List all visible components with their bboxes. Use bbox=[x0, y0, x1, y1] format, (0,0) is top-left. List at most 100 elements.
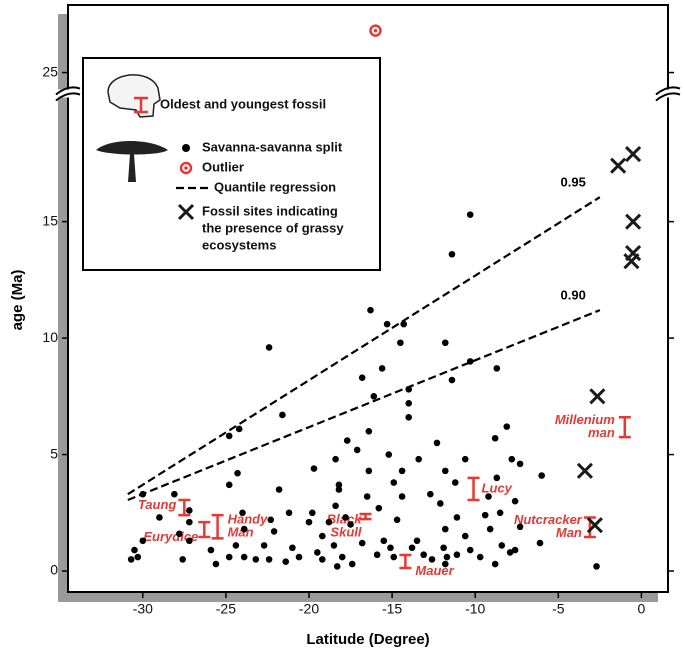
savanna-split-point bbox=[443, 553, 451, 561]
savanna-split-point bbox=[593, 563, 600, 570]
savanna-split-point bbox=[461, 455, 469, 463]
savanna-split-point bbox=[453, 514, 461, 521]
savanna-split-point bbox=[397, 339, 404, 347]
savanna-split-point bbox=[380, 537, 388, 545]
savanna-split-point bbox=[405, 413, 413, 421]
tree-crown bbox=[96, 141, 168, 155]
savanna-split-point bbox=[491, 560, 499, 568]
quantile-label: 0.90 bbox=[561, 288, 586, 303]
savanna-split-point bbox=[127, 556, 135, 563]
savanna-split-point bbox=[232, 542, 240, 549]
savanna-split-point bbox=[358, 539, 366, 547]
savanna-split-point bbox=[536, 539, 544, 547]
savanna-split-point bbox=[400, 320, 408, 328]
fossil-label: Taung bbox=[138, 497, 177, 512]
fossil-label: Lucy bbox=[482, 480, 513, 495]
x-tick-label: -20 bbox=[299, 601, 319, 617]
axis-break-mark bbox=[655, 86, 681, 96]
quantile-label: 0.95 bbox=[561, 175, 586, 190]
savanna-split-point bbox=[225, 432, 233, 440]
x-tick-label: -30 bbox=[133, 601, 153, 617]
savanna-split-point bbox=[393, 516, 401, 524]
savanna-split-point bbox=[511, 497, 519, 505]
savanna-split-point bbox=[511, 546, 519, 554]
savanna-split-point bbox=[260, 542, 268, 549]
savanna-split-point bbox=[338, 553, 346, 561]
fossil-label: Man bbox=[228, 525, 254, 540]
legend-label: Quantile regression bbox=[214, 179, 336, 194]
savanna-split-point bbox=[420, 551, 427, 559]
savanna-split-point bbox=[348, 560, 356, 568]
savanna-split-point bbox=[343, 437, 351, 444]
fossil-site-marker bbox=[625, 213, 642, 230]
savanna-split-point bbox=[186, 537, 193, 545]
fossil-label: Man bbox=[556, 525, 582, 540]
savanna-split-point bbox=[325, 518, 333, 526]
savanna-split-point bbox=[370, 393, 378, 400]
legend: Oldest and youngest fossil Savanna-savann… bbox=[82, 57, 381, 271]
savanna-split-point bbox=[367, 306, 374, 314]
savanna-split-point bbox=[461, 532, 469, 540]
savanna-split-point bbox=[508, 455, 516, 463]
savanna-split-point bbox=[538, 472, 545, 479]
savanna-split-point bbox=[476, 553, 484, 561]
legend-dot bbox=[182, 144, 190, 152]
savanna-split-point bbox=[176, 530, 183, 538]
savanna-split-point bbox=[498, 542, 506, 549]
savanna-split-point bbox=[453, 551, 461, 559]
fossil-label: Nutcracker bbox=[514, 512, 583, 527]
savanna-split-point bbox=[491, 434, 499, 442]
x-tick-label: -25 bbox=[216, 601, 236, 617]
savanna-split-point bbox=[265, 344, 273, 351]
savanna-split-point bbox=[225, 481, 233, 489]
savanna-split-point bbox=[496, 509, 504, 517]
savanna-split-point bbox=[390, 479, 398, 486]
savanna-split-point bbox=[398, 467, 406, 475]
savanna-split-point bbox=[451, 479, 459, 486]
savanna-split-point bbox=[156, 514, 163, 521]
savanna-split-point bbox=[415, 455, 422, 463]
legend-label: Oldest and youngest fossil bbox=[160, 96, 326, 111]
savanna-split-point bbox=[506, 549, 514, 556]
savanna-split-point bbox=[267, 516, 275, 524]
savanna-split-point bbox=[373, 551, 381, 559]
fossil-label: Eurydice bbox=[143, 529, 198, 544]
fossil-range bbox=[178, 498, 191, 517]
fossil-range bbox=[198, 520, 211, 539]
fossil-label: Skull bbox=[330, 524, 361, 539]
savanna-split-point bbox=[310, 465, 318, 472]
savanna-split-point bbox=[516, 523, 524, 531]
savanna-split-point bbox=[503, 423, 511, 430]
savanna-split-point bbox=[139, 537, 147, 545]
savanna-split-point bbox=[295, 553, 303, 561]
x-axis-label: Latitude (Degree) bbox=[306, 631, 429, 648]
savanna-split-point bbox=[282, 558, 290, 566]
savanna-split-point bbox=[405, 386, 413, 393]
savanna-split-point bbox=[131, 546, 138, 554]
savanna-split-point bbox=[234, 469, 241, 477]
fossil-range bbox=[134, 96, 148, 114]
legend-label: ecosystems bbox=[202, 237, 276, 252]
savanna-split-point bbox=[212, 560, 220, 568]
outlier-center bbox=[373, 28, 378, 33]
fossil-label: Handy bbox=[228, 512, 268, 527]
savanna-split-point bbox=[365, 467, 373, 475]
fossil-site-marker bbox=[623, 253, 640, 270]
savanna-split-point bbox=[466, 211, 474, 218]
savanna-split-point bbox=[171, 490, 178, 498]
y-tick-label: 25 bbox=[42, 63, 58, 79]
savanna-split-point bbox=[433, 439, 441, 447]
x-tick-label: -15 bbox=[382, 601, 402, 617]
savanna-split-point bbox=[332, 502, 339, 510]
savanna-split-point bbox=[134, 553, 142, 561]
axis-break-mark bbox=[655, 92, 681, 102]
x-tick-label: -5 bbox=[552, 601, 565, 617]
savanna-split-point bbox=[353, 446, 361, 454]
x-tick-label: -10 bbox=[465, 601, 485, 617]
fossil-site-marker bbox=[576, 462, 593, 479]
axis-break-mark bbox=[55, 92, 81, 102]
savanna-split-point bbox=[398, 493, 406, 500]
y-tick-label: 10 bbox=[42, 329, 58, 345]
savanna-split-point bbox=[342, 514, 349, 521]
savanna-split-point bbox=[390, 553, 398, 561]
